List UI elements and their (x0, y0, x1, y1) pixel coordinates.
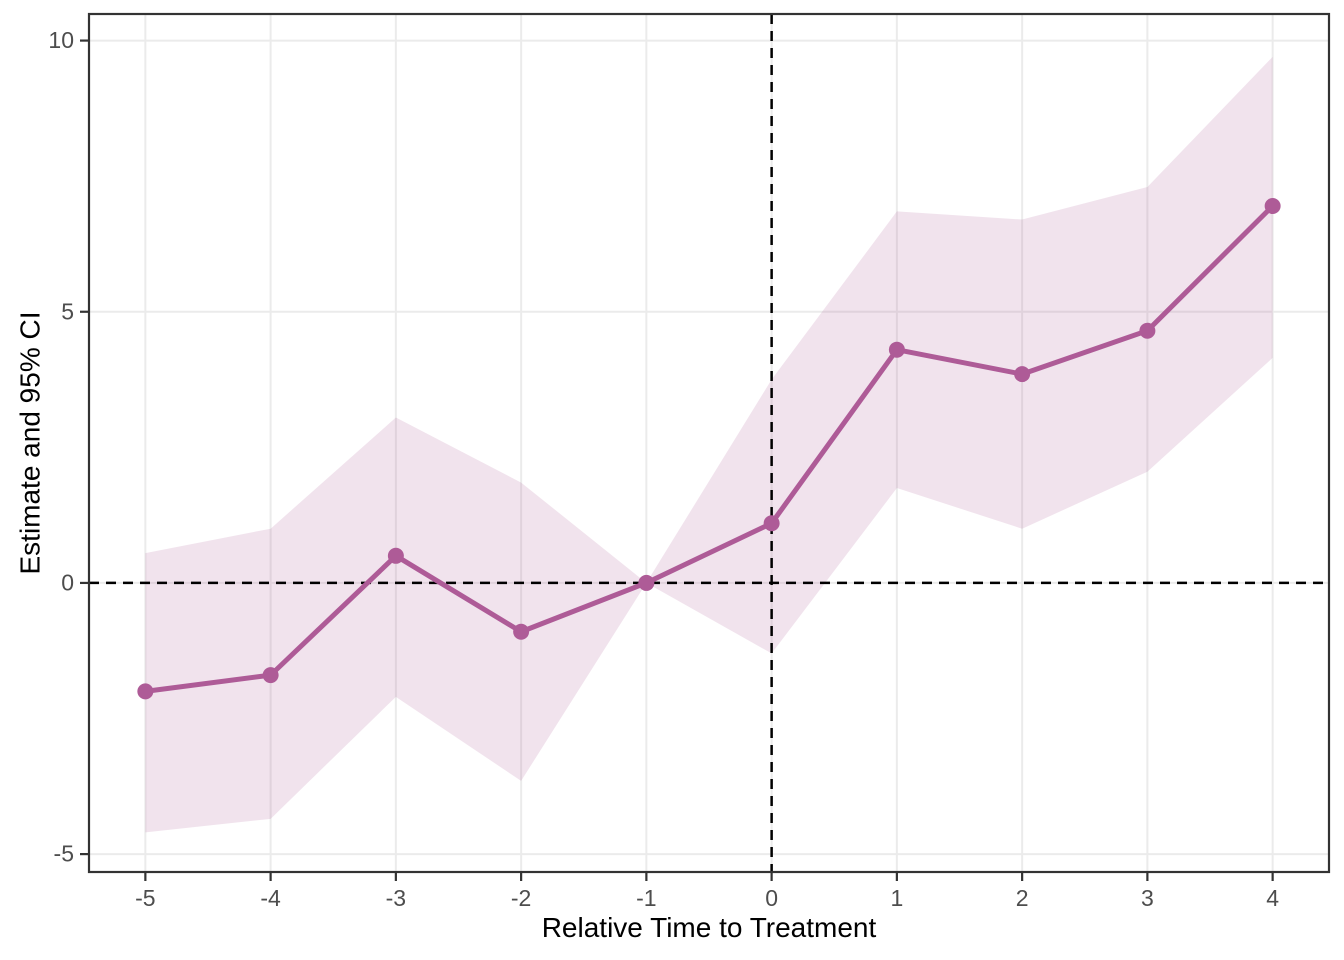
x-axis-title: Relative Time to Treatment (541, 912, 877, 943)
x-tick-label: -5 (135, 885, 155, 911)
x-tick-label: 2 (1016, 885, 1029, 911)
y-tick-label: 5 (61, 298, 74, 324)
y-tick-label: 10 (48, 27, 74, 53)
data-point (513, 623, 530, 640)
x-tick-label: -3 (386, 885, 406, 911)
x-tick-label: 1 (890, 885, 903, 911)
data-point (1264, 197, 1281, 214)
data-point (638, 574, 655, 591)
x-tick-label: 0 (765, 885, 778, 911)
y-axis-title-container: Estimate and 95% CI (10, 14, 52, 872)
y-tick-label: 0 (61, 570, 74, 596)
y-tick-label: -5 (54, 841, 74, 867)
panel-background (89, 14, 1329, 872)
x-tick-label: -4 (260, 885, 281, 911)
data-point (1014, 366, 1031, 383)
data-point (262, 667, 279, 684)
data-point (1139, 322, 1156, 339)
data-point (888, 341, 905, 358)
estimate-line (142, 203, 1276, 694)
x-tick-label: -2 (511, 885, 531, 911)
y-axis-title: Estimate and 95% CI (15, 311, 46, 575)
confidence-ribbon (145, 56, 1273, 833)
x-tick-label: -1 (636, 885, 656, 911)
x-tick-label: 3 (1141, 885, 1154, 911)
data-point (387, 547, 404, 564)
data-point (763, 515, 780, 532)
x-tick-label: 4 (1266, 885, 1279, 911)
panel-border (87, 12, 1331, 874)
data-point (137, 683, 154, 700)
